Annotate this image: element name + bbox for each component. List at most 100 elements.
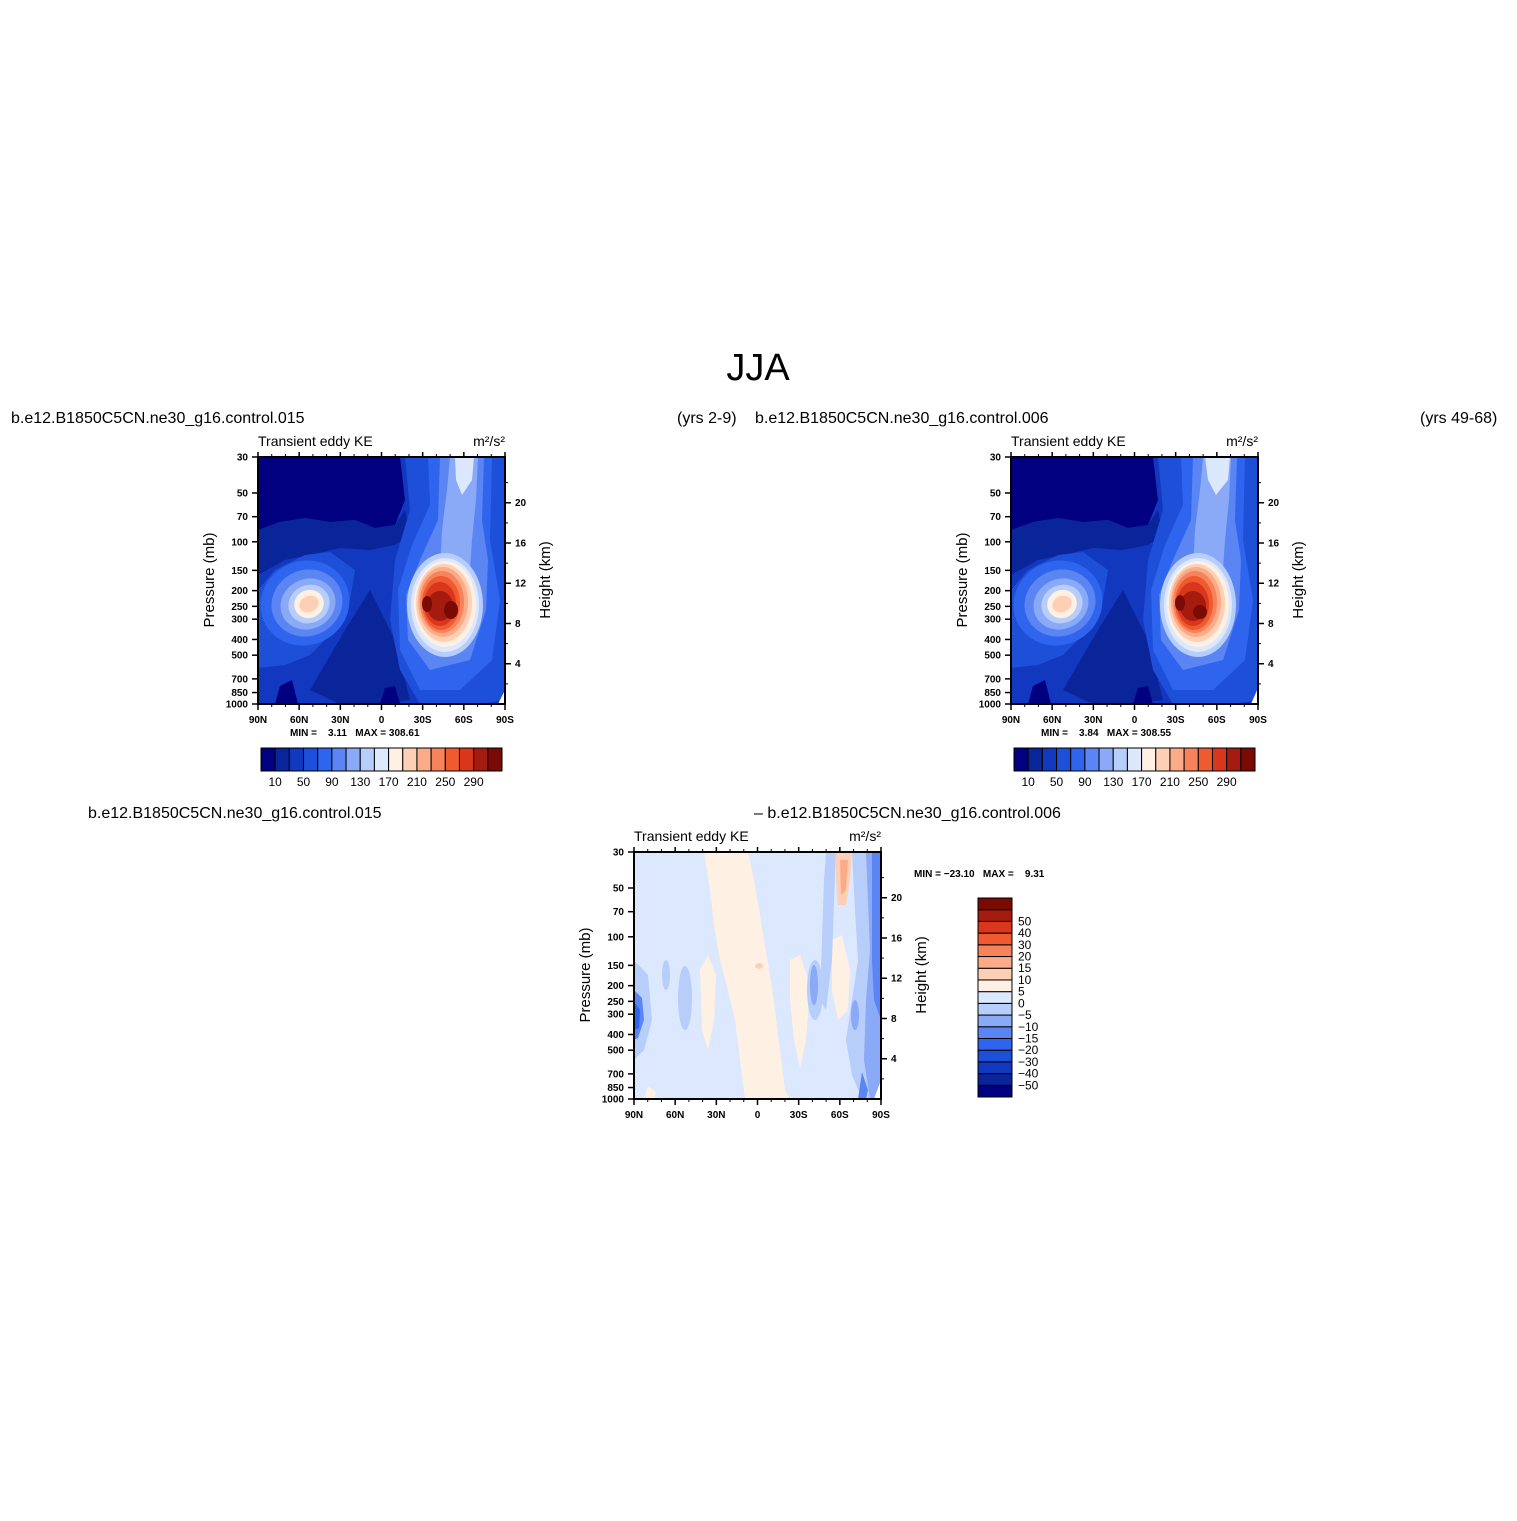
panel-3-negative-nh-lobe	[678, 966, 692, 1030]
panel-2-units-label: m²/s²	[1226, 433, 1258, 449]
panel-3-negative-sh-pole-core	[872, 852, 881, 1020]
panel-2-contour-field	[1011, 457, 1258, 704]
panel-2-antarctic-mask	[1251, 688, 1258, 704]
colorbar-label: 90	[1078, 775, 1092, 789]
x-tick-label: 60N	[1043, 715, 1061, 726]
y-tick-label: 500	[231, 651, 248, 662]
panel-3-positive-lobe-east	[790, 955, 810, 1068]
panel-2-y-axis-label: Pressure (mb)	[954, 532, 971, 627]
colorbar-box	[977, 1037, 1013, 1051]
colorbar-box	[977, 979, 1013, 993]
colorbar-box	[1155, 747, 1171, 772]
colorbar-label: 20	[1018, 950, 1032, 964]
x-tick-label: 90S	[1249, 715, 1267, 726]
x-tick-label: 60S	[831, 1110, 849, 1121]
colorbar-label: −5	[1018, 1008, 1032, 1022]
y2-tick-label: 16	[891, 933, 903, 944]
colorbar-label: 50	[297, 775, 311, 789]
y-tick-label: 30	[237, 453, 249, 464]
y-tick-label: 200	[231, 586, 248, 597]
colorbar-label: 130	[350, 775, 370, 789]
colorbar-box	[473, 747, 489, 772]
y-tick-label: 100	[984, 537, 1001, 548]
colorbar-box	[977, 1014, 1013, 1028]
colorbar-label: 90	[325, 775, 339, 789]
x-tick-label: 30S	[1167, 715, 1185, 726]
y-tick-label: 200	[984, 586, 1001, 597]
x-tick-label: 60S	[455, 715, 473, 726]
colorbar-box	[1141, 747, 1157, 772]
colorbar-box	[977, 991, 1013, 1004]
colorbar-label: 50	[1018, 914, 1032, 928]
panel-1-y-axis-label: Pressure (mb)	[201, 532, 218, 627]
colorbar-box	[444, 747, 460, 772]
y2-tick-label: 12	[891, 974, 903, 985]
x-tick-label: 30N	[1084, 715, 1102, 726]
panel-2-stratosphere-band	[1011, 457, 1158, 530]
panel-3-units-label: m²/s²	[849, 828, 881, 844]
panel-2-y2-axis-label: Height (km)	[1290, 541, 1307, 619]
y-tick-label: 200	[607, 981, 624, 992]
x-tick-label: 90N	[249, 715, 267, 726]
colorbar-box	[1070, 747, 1086, 772]
colorbar-box	[1098, 747, 1114, 772]
panel-3-positive-band-tropics	[704, 852, 790, 1099]
colorbar-box	[977, 920, 1013, 934]
colorbar-box	[977, 944, 1013, 958]
y2-tick-label: 4	[515, 659, 521, 670]
colorbar-box	[977, 932, 1013, 946]
y-tick-label: 70	[990, 512, 1002, 523]
colorbar-box	[1027, 747, 1043, 772]
panel-3-negative-sh-lobe-core	[810, 965, 818, 1005]
colorbar-box	[977, 1049, 1013, 1063]
y-tick-label: 1000	[602, 1095, 625, 1106]
panel-2-minmax-label: MIN = 3.84 MAX = 308.55	[1041, 728, 1172, 739]
panel-3-minmax-label: MIN = −23.10 MAX = 9.31	[914, 869, 1045, 880]
y-tick-label: 50	[613, 883, 625, 894]
y-tick-label: 400	[984, 635, 1001, 646]
colorbar-box	[1169, 747, 1185, 772]
panel-2-field-label: Transient eddy KE	[1011, 433, 1126, 449]
y-tick-label: 50	[990, 488, 1002, 499]
y2-tick-label: 4	[1268, 659, 1274, 670]
panel-3-negative-sh-tongue	[820, 852, 836, 1010]
panel-3: b.e12.B1850C5CN.ne30_g16.control.015 – b…	[88, 805, 1061, 1121]
colorbar-box	[977, 909, 1013, 922]
panel-1-colorbar: 10 50 90 130 170 210 250 290	[260, 747, 503, 789]
panel-1: b.e12.B1850C5CN.ne30_g16.control.015 (yr…	[11, 410, 737, 789]
colorbar-box	[1041, 747, 1058, 772]
colorbar-label: 10	[1021, 775, 1035, 789]
x-tick-label: 60N	[666, 1110, 684, 1121]
colorbar-box	[977, 956, 1013, 969]
panel-1-nh-jet-core	[299, 595, 319, 613]
panel-2-colorbar: 10 50 90 130 170 210 250 290	[1013, 747, 1256, 789]
y2-tick-label: 20	[891, 893, 903, 904]
y-tick-label: 150	[984, 566, 1001, 577]
y-tick-label: 250	[231, 602, 248, 613]
panel-1-contour-field	[258, 457, 505, 704]
panel-1-field-label: Transient eddy KE	[258, 433, 373, 449]
panel-2-axes-ticks: 90N 60N 30N 0 30S 60S 90S 30 50 70 100 150 200 250 300…	[979, 452, 1280, 726]
colorbar-label: 30	[1018, 938, 1032, 952]
y-tick-label: 700	[607, 1069, 624, 1080]
colorbar-label: 10	[268, 775, 282, 789]
y-tick-label: 700	[984, 674, 1001, 685]
panel-1-units-label: m²/s²	[473, 433, 505, 449]
colorbar-label: 50	[1050, 775, 1064, 789]
panel-1-surface-minimum	[275, 680, 298, 704]
colorbar-label: 15	[1018, 961, 1032, 975]
panel-3-negative-nh-lobe-2	[662, 960, 670, 990]
colorbar-label: −40	[1018, 1067, 1039, 1081]
y-tick-label: 850	[984, 688, 1001, 699]
y2-tick-label: 12	[1268, 579, 1280, 590]
panel-1-stratosphere-band	[258, 457, 405, 530]
y2-tick-label: 12	[515, 579, 527, 590]
x-tick-label: 90N	[1002, 715, 1020, 726]
y-tick-label: 500	[607, 1046, 624, 1057]
colorbar-box	[1112, 747, 1128, 772]
panel-3-field-label: Transient eddy KE	[634, 828, 749, 844]
panel-3-case-right: – b.e12.B1850C5CN.ne30_g16.control.006	[754, 805, 1061, 822]
